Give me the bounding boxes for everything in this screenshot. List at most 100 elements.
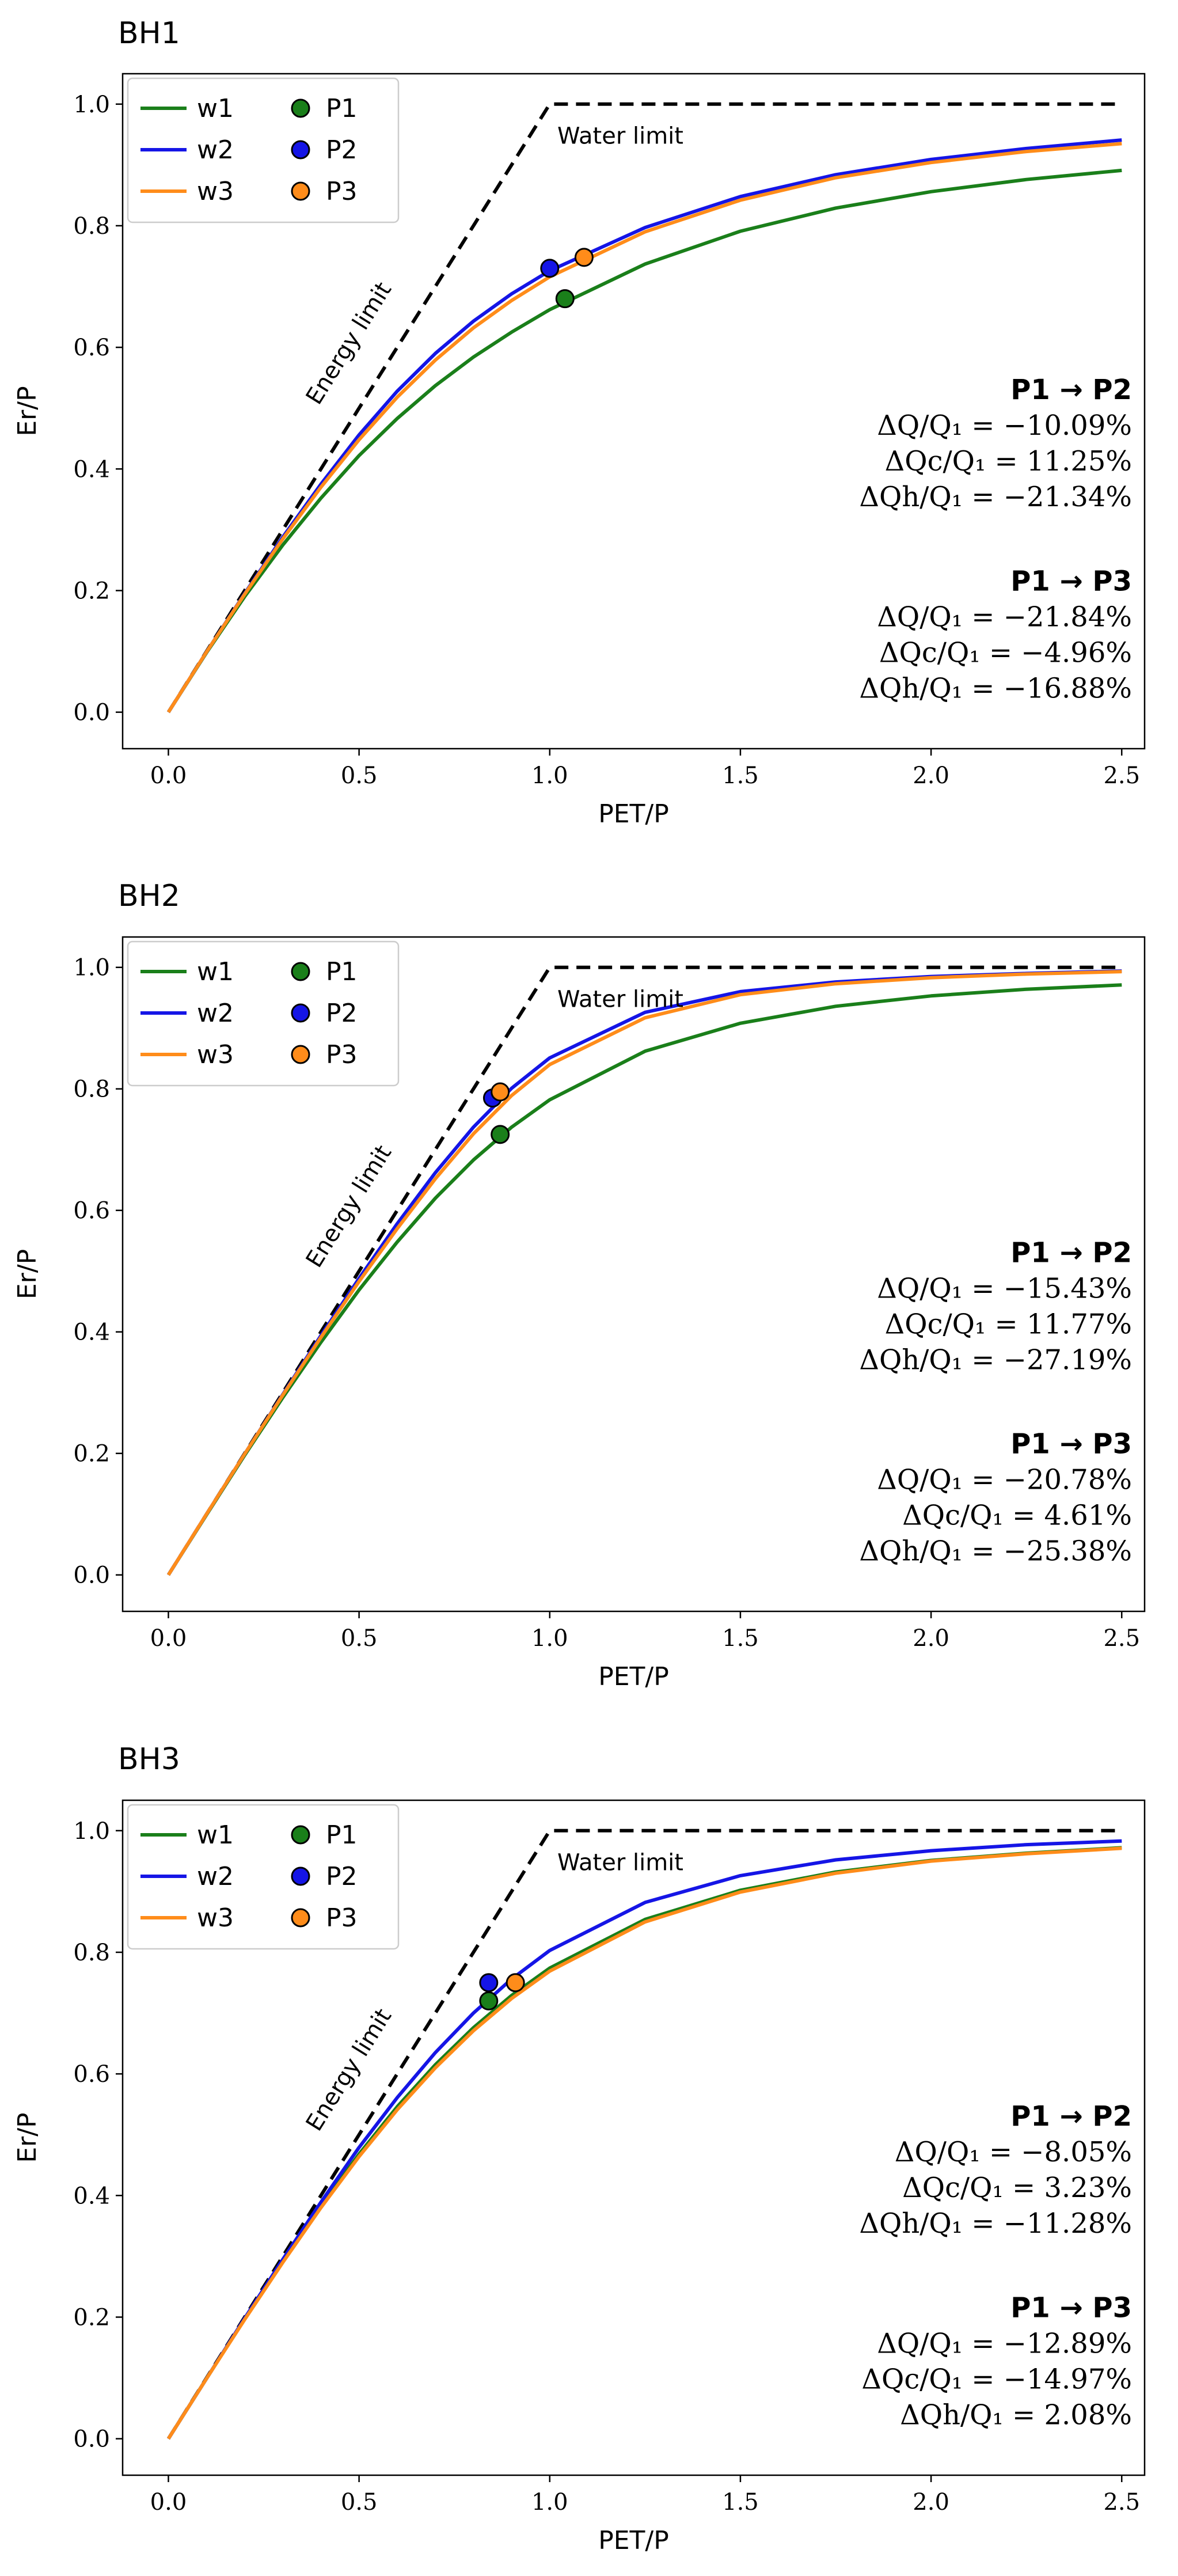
y-tick-label: 0.0 (73, 700, 110, 726)
y-tick-label: 0.0 (73, 1562, 110, 1589)
series-line-w3 (166, 970, 1122, 1576)
annotation-line: ΔQ/Q₁ = −10.09% (877, 409, 1132, 442)
y-tick-label: 0.4 (73, 1319, 110, 1346)
point-P1 (479, 1991, 499, 2010)
y-tick-label: 0.2 (73, 1441, 110, 1467)
y-tick-label: 1.0 (73, 92, 110, 118)
chart-title: BH1 (118, 16, 180, 51)
x-tick-label: 0.0 (150, 762, 187, 789)
annotation-line: ΔQc/Q₁ = 3.23% (902, 2172, 1132, 2204)
annotation-header: P1 → P2 (1010, 2100, 1132, 2133)
x-tick-label: 2.5 (1103, 2489, 1140, 2516)
water-limit-label: Water limit (557, 986, 683, 1012)
legend-label-P3: P3 (326, 1903, 358, 1933)
annotation-line: ΔQc/Q₁ = −4.96% (879, 636, 1132, 669)
annotation-header: P1 → P3 (1010, 1428, 1132, 1460)
point-P3 (574, 248, 594, 267)
legend-label-P2: P2 (326, 1862, 358, 1891)
legend-marker-P3 (291, 1908, 310, 1928)
legend-marker-P2 (291, 1003, 310, 1023)
energy-limit-label: Energy limit (301, 1141, 397, 1273)
legend-marker-P1 (291, 962, 310, 981)
chart-title: BH3 (118, 1742, 180, 1777)
axes-frame (121, 936, 1146, 1613)
annotation-header: P1 → P2 (1010, 1236, 1132, 1269)
point-P2 (540, 259, 560, 278)
x-tick-label: 1.5 (722, 1625, 759, 1652)
annotation-line: ΔQ/Q₁ = −21.84% (877, 601, 1132, 633)
annotation-line: ΔQ/Q₁ = −20.78% (877, 1464, 1132, 1496)
chart-panel-2: BH2 0.0 0.5 1.0 1.5 2.0 2.5 0.0 0.2 0.4 0.6 0.8 1.0 P… (13, 879, 1146, 1691)
annotation-header: P1 → P3 (1010, 565, 1132, 597)
y-tick-label: 0.0 (73, 2426, 110, 2453)
x-axis-label: PET/P (598, 1662, 669, 1691)
y-tick-label: 0.2 (73, 2304, 110, 2331)
legend-label-P2: P2 (326, 999, 358, 1028)
legend-marker-P1 (291, 1825, 310, 1845)
legend-box (127, 77, 400, 223)
x-axis-label: PET/P (598, 2526, 669, 2555)
x-tick-label: 2.0 (913, 2489, 949, 2516)
x-tick-label: 1.0 (531, 1625, 568, 1652)
annotation-line: ΔQh/Q₁ = −25.38% (859, 1535, 1132, 1568)
energy-limit-label: Energy limit (301, 278, 397, 409)
annotation-line: ΔQ/Q₁ = −12.89% (877, 2327, 1132, 2359)
legend-label-P1: P1 (326, 957, 358, 987)
series-line-w3 (166, 1846, 1122, 2440)
x-tick-label: 2.5 (1103, 762, 1140, 789)
annotation-header: P1 → P2 (1010, 374, 1132, 406)
legend-marker-P2 (291, 140, 310, 160)
x-tick-label: 1.0 (531, 762, 568, 789)
series-line-w3 (166, 142, 1122, 714)
legend-label-P1: P1 (326, 1820, 358, 1850)
y-axis-label: Er/P (13, 386, 42, 436)
annotation-line: ΔQh/Q₁ = −11.28% (859, 2207, 1132, 2240)
axes-frame (121, 1799, 1146, 2476)
legend-marker-P3 (291, 1045, 310, 1064)
annotation-line: ΔQ/Q₁ = −15.43% (877, 1272, 1132, 1304)
point-P3 (506, 1973, 525, 1993)
y-tick-label: 0.8 (73, 1076, 110, 1103)
x-tick-label: 1.5 (722, 762, 759, 789)
legend-label-P1: P1 (326, 94, 358, 123)
legend-marker-P1 (291, 98, 310, 118)
annotation-line: ΔQc/Q₁ = 11.25% (885, 445, 1132, 477)
legend-label-w3: w3 (197, 1040, 234, 1069)
x-tick-label: 0.0 (150, 2489, 187, 2516)
point-P3 (491, 1082, 510, 1102)
x-tick-label: 2.0 (913, 1625, 949, 1652)
annotation-line: ΔQc/Q₁ = 4.61% (902, 1500, 1132, 1532)
legend-label-P3: P3 (326, 177, 358, 206)
x-tick-label: 0.5 (341, 2489, 378, 2516)
legend-label-w3: w3 (197, 1903, 234, 1933)
y-tick-label: 1.0 (73, 955, 110, 981)
x-tick-label: 0.5 (341, 762, 378, 789)
chart-panel-3: BH3 0.0 0.5 1.0 1.5 2.0 2.5 0.0 0.2 0.4 0.6 0.8 1.0 P… (13, 1742, 1146, 2555)
y-axis-label: Er/P (13, 1249, 42, 1299)
y-tick-label: 1.0 (73, 1818, 110, 1845)
point-P2 (479, 1973, 499, 1993)
y-tick-label: 0.8 (73, 213, 110, 240)
annotation-line: ΔQc/Q₁ = −14.97% (861, 2363, 1132, 2395)
x-axis-label: PET/P (598, 799, 669, 829)
y-tick-label: 0.4 (73, 456, 110, 483)
y-tick-label: 0.6 (73, 335, 110, 361)
x-tick-label: 0.5 (341, 1625, 378, 1652)
legend-label-w2: w2 (197, 135, 234, 165)
y-tick-label: 0.8 (73, 1940, 110, 1966)
annotation-line: ΔQh/Q₁ = −21.34% (859, 481, 1132, 513)
axes-frame (121, 73, 1146, 750)
budyko-limit-line (166, 102, 1122, 714)
annotation-header: P1 → P3 (1010, 2292, 1132, 2324)
legend-label-P3: P3 (326, 1040, 358, 1069)
legend-label-w3: w3 (197, 177, 234, 206)
legend-marker-P3 (291, 181, 310, 201)
x-tick-label: 2.0 (913, 762, 949, 789)
x-tick-label: 2.5 (1103, 1625, 1140, 1652)
budyko-limit-line (166, 1828, 1122, 2440)
y-tick-label: 0.6 (73, 1198, 110, 1224)
annotation-line: ΔQ/Q₁ = −8.05% (895, 2136, 1132, 2168)
water-limit-label: Water limit (557, 123, 683, 149)
annotation-line: ΔQc/Q₁ = 11.77% (885, 1308, 1132, 1340)
